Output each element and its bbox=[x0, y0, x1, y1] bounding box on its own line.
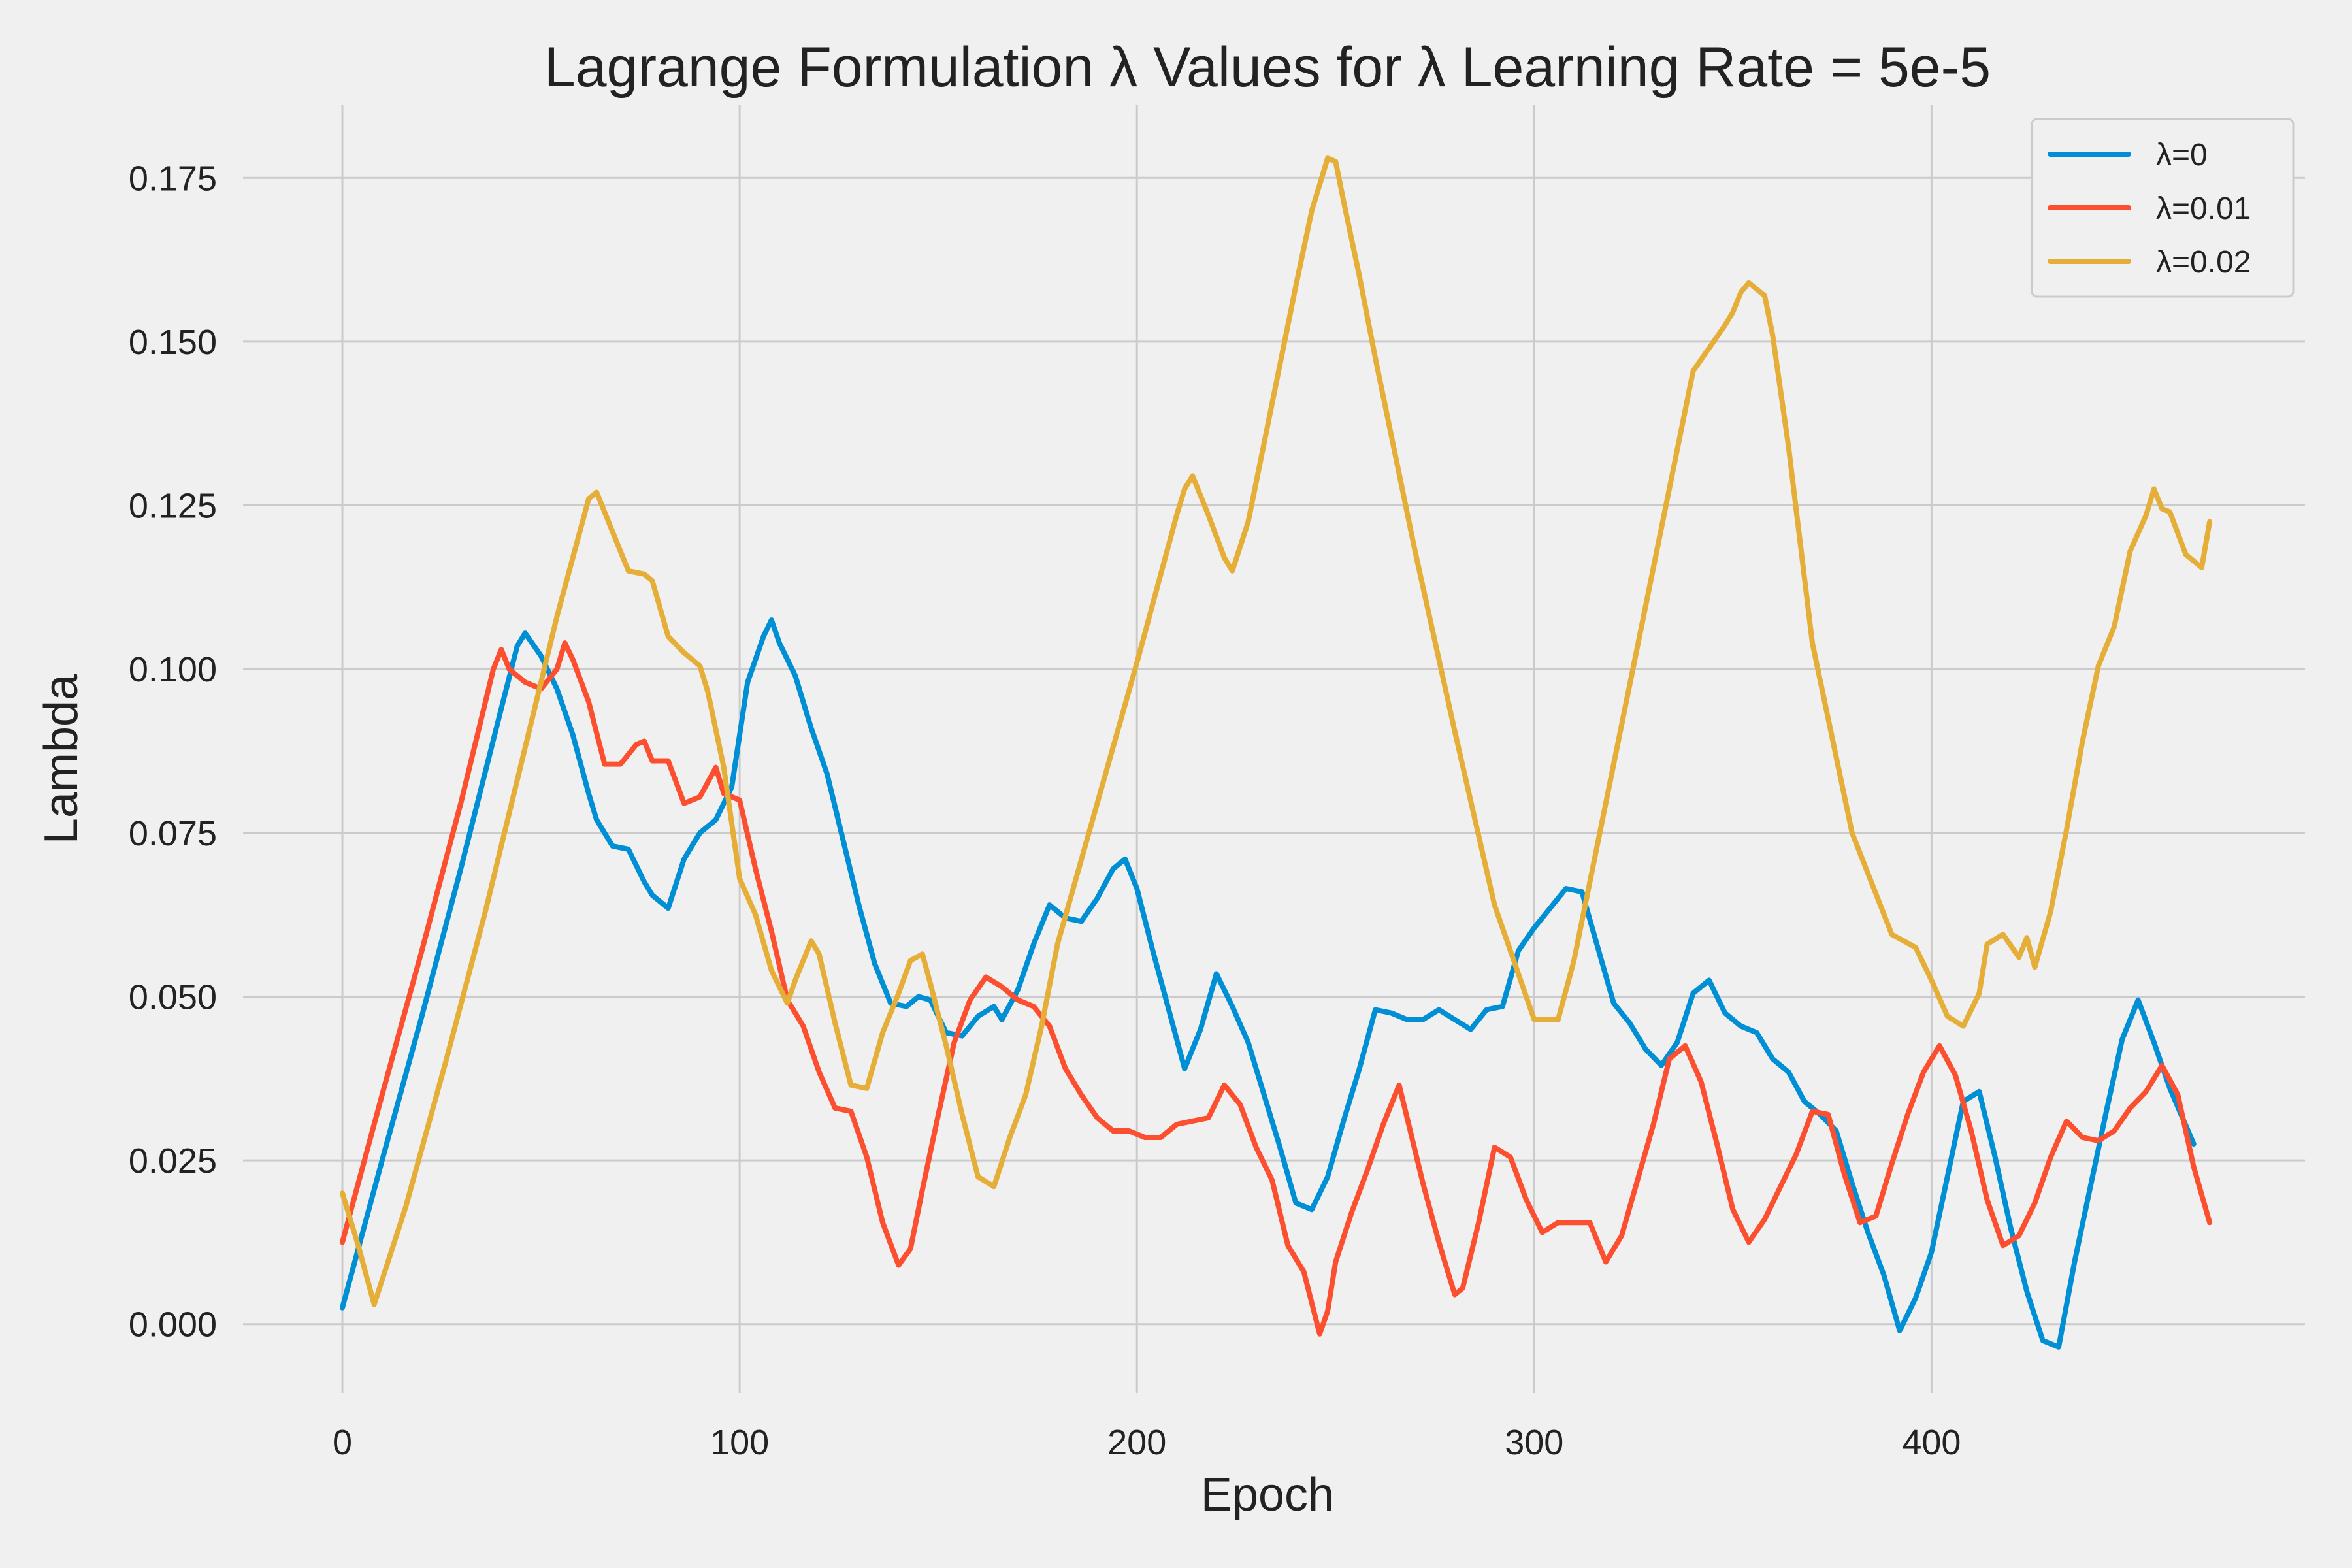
y-tick-label: 0.000 bbox=[129, 1305, 217, 1345]
x-tick-label: 300 bbox=[1505, 1423, 1563, 1462]
chart-title: Lagrange Formulation λ Values for λ Lear… bbox=[544, 36, 1991, 99]
y-tick-label: 0.075 bbox=[129, 814, 217, 853]
y-tick-label: 0.175 bbox=[129, 159, 217, 198]
series-lines bbox=[340, 155, 2213, 1350]
legend-box bbox=[2031, 118, 2295, 298]
y-axis-label: Lambda bbox=[35, 674, 88, 844]
x-tick-label: 0 bbox=[333, 1423, 352, 1462]
y-axis-ticks: 0.000 0.025 0.050 0.075 0.100 0.125 0.150 0.175 bbox=[129, 159, 217, 1344]
y-tick-label: 0.025 bbox=[129, 1141, 217, 1181]
y-tick-label: 0.050 bbox=[129, 977, 217, 1017]
legend-label: λ=0 bbox=[2156, 138, 2208, 172]
series-line-3 bbox=[340, 155, 2213, 1307]
legend-label: λ=0.02 bbox=[2156, 245, 2251, 280]
x-tick-label: 200 bbox=[1107, 1423, 1166, 1462]
series-line-2 bbox=[340, 640, 2213, 1337]
legend: λ=0 λ=0.01 λ=0.02 bbox=[2031, 118, 2295, 298]
x-tick-label: 100 bbox=[710, 1423, 769, 1462]
y-tick-label: 0.150 bbox=[129, 323, 217, 362]
x-tick-label: 400 bbox=[1902, 1423, 1961, 1462]
y-tick-label: 0.125 bbox=[129, 487, 217, 526]
y-tick-label: 0.100 bbox=[129, 650, 217, 689]
series-line-1 bbox=[340, 617, 2197, 1350]
legend-label: λ=0.01 bbox=[2156, 191, 2251, 226]
x-axis-ticks: 0 100 200 300 400 bbox=[333, 1423, 1961, 1462]
x-axis-label: Epoch bbox=[1201, 1469, 1334, 1521]
